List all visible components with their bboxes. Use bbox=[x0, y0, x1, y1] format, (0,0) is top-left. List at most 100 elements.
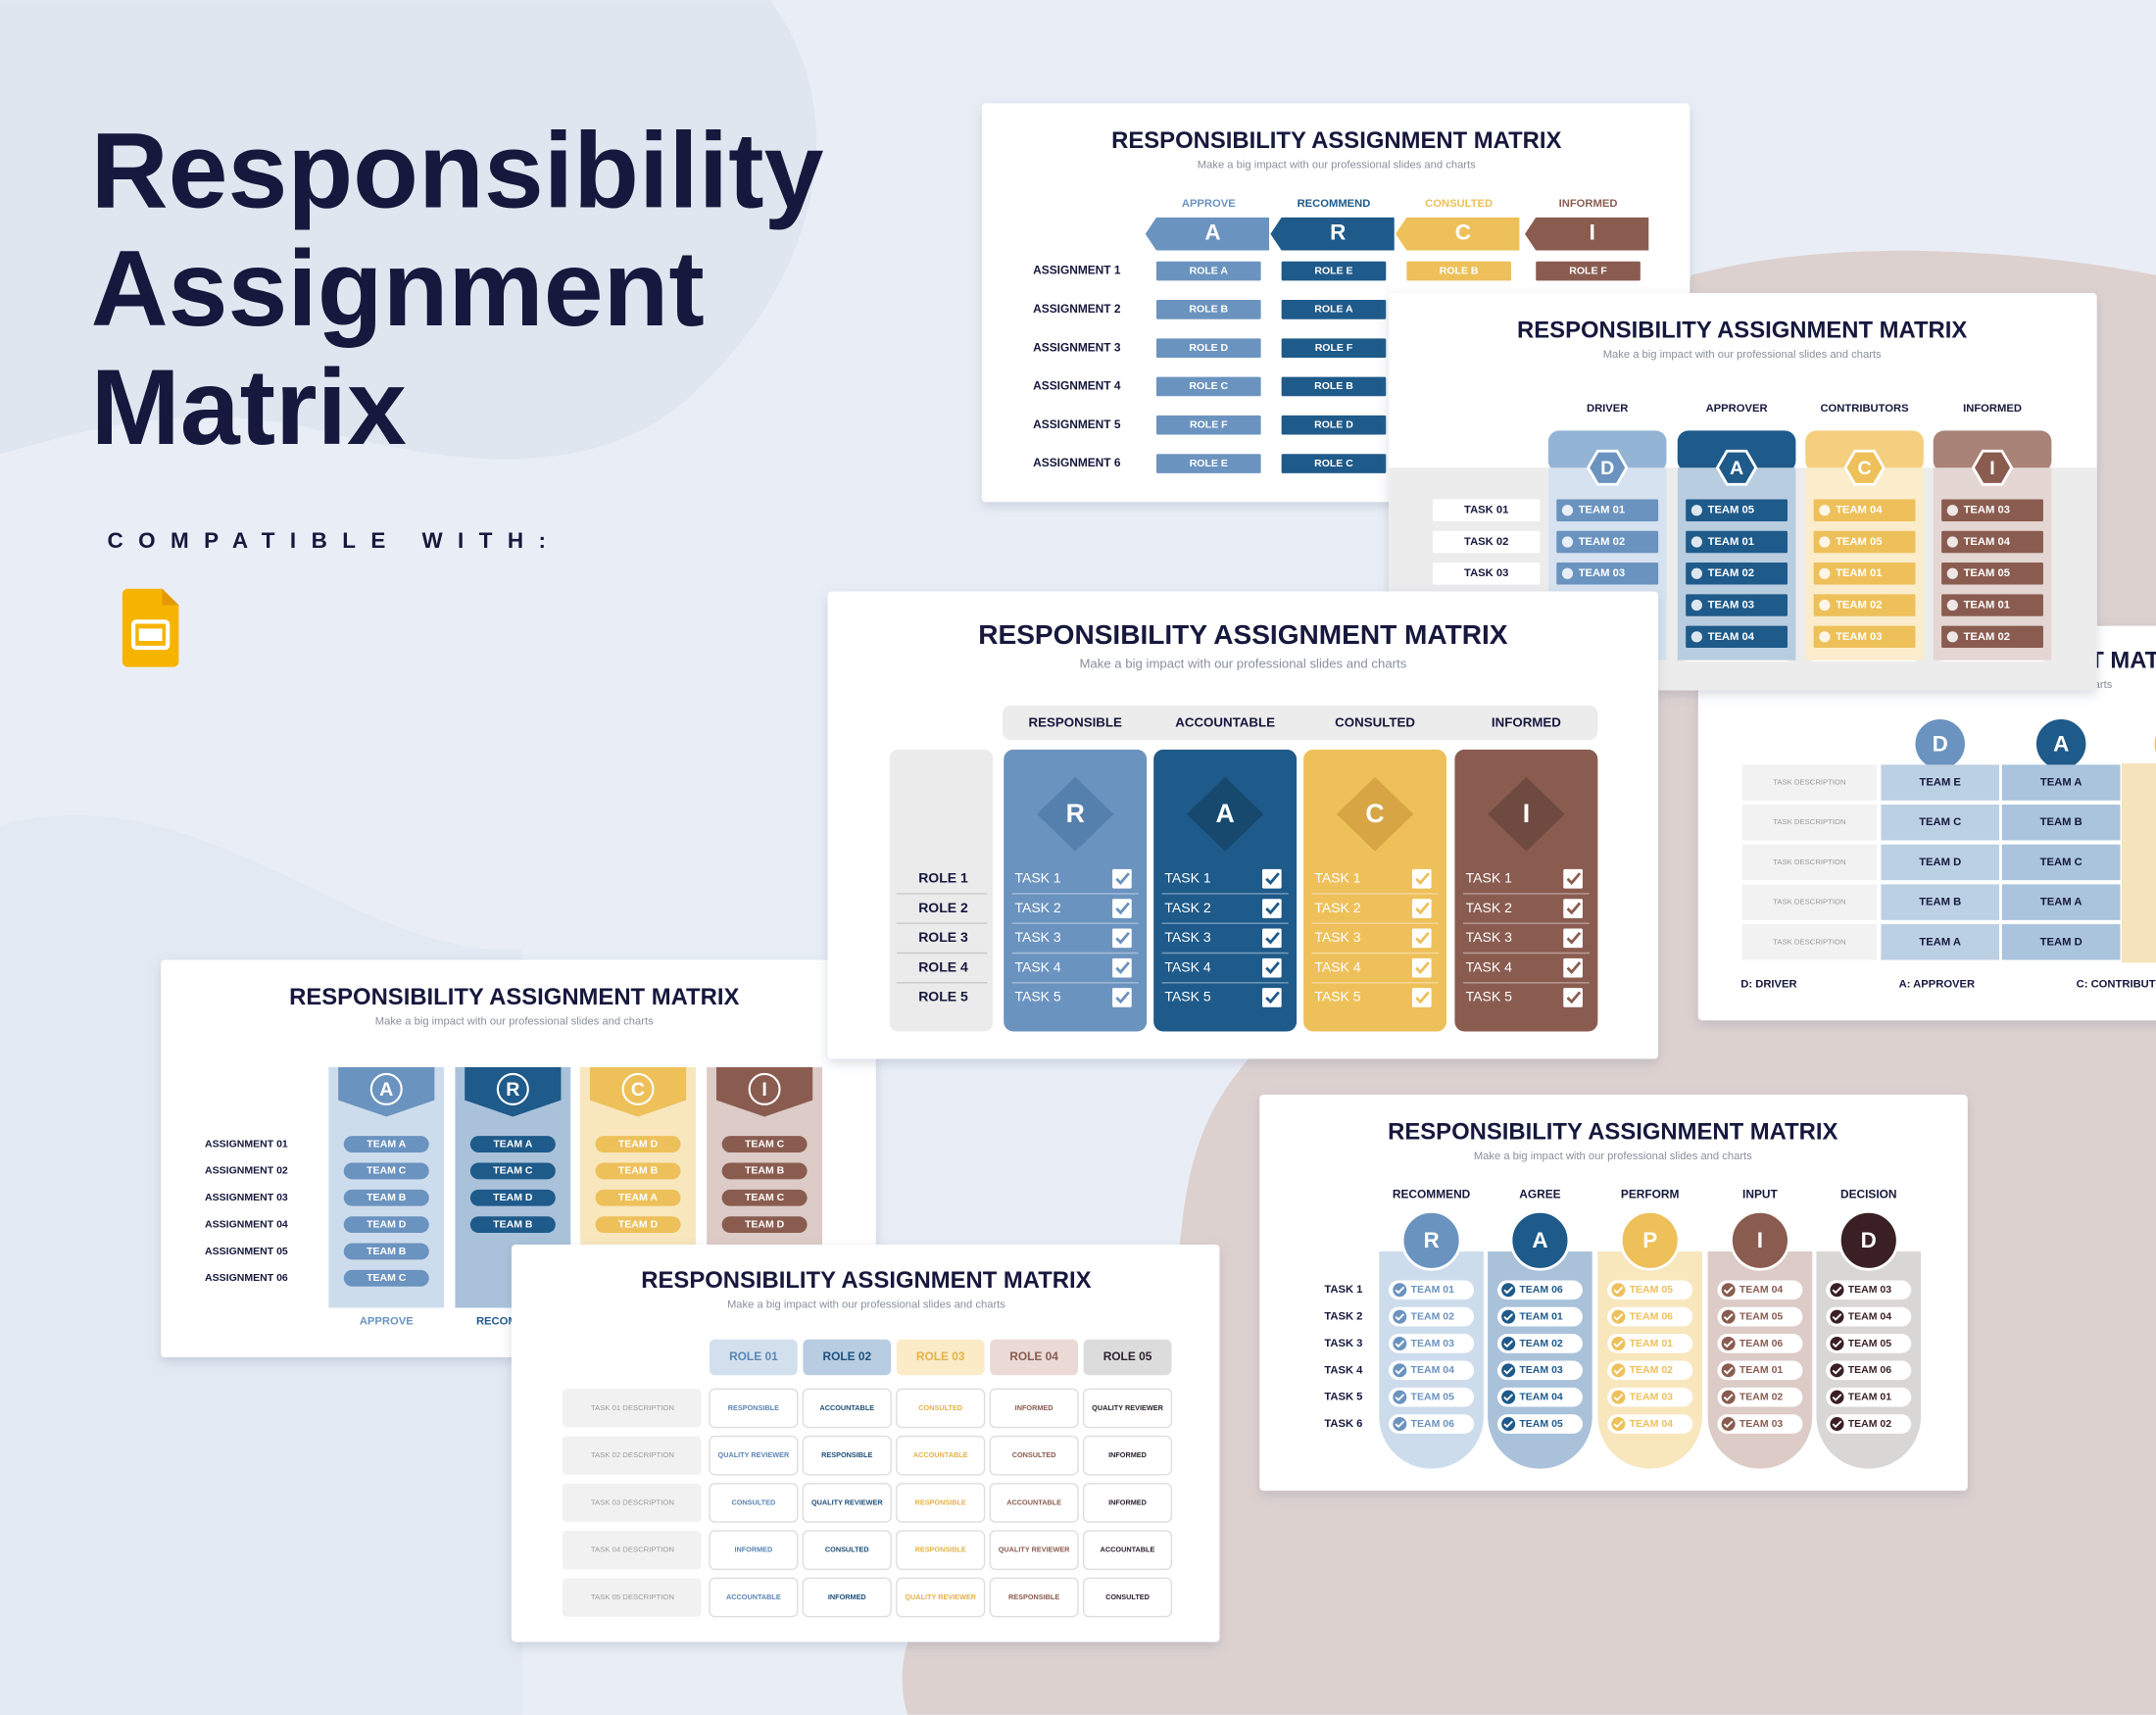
cell bbox=[2001, 924, 2121, 960]
check-dot bbox=[1393, 1309, 1407, 1324]
checkbox bbox=[1563, 928, 1583, 949]
checkbox bbox=[1112, 868, 1132, 889]
task-label: TASK 4 bbox=[1466, 958, 1512, 974]
cell bbox=[1813, 499, 1916, 521]
label: ROLE C bbox=[1314, 458, 1353, 469]
label: ROLE D bbox=[1314, 419, 1353, 431]
label: RESPONSIBLE bbox=[728, 1403, 779, 1412]
column-letter: P bbox=[1642, 1228, 1657, 1252]
column-letter: D bbox=[1861, 1228, 1877, 1252]
hero-title: Responsibility bbox=[91, 111, 824, 230]
cell bbox=[1607, 1334, 1693, 1353]
column-label: INPUT bbox=[1742, 1188, 1778, 1201]
cell bbox=[1406, 261, 1511, 281]
label: TEAM C bbox=[367, 1272, 407, 1284]
cell bbox=[1826, 1387, 1912, 1407]
row-label: ASSIGNMENT 01 bbox=[205, 1138, 288, 1150]
cell bbox=[896, 1435, 986, 1476]
label: TEAM B bbox=[493, 1218, 533, 1230]
cell bbox=[343, 1189, 429, 1206]
check bbox=[1566, 872, 1582, 886]
label: TEAM 05 bbox=[1836, 536, 1882, 548]
role-label: ROLE 02 bbox=[822, 1349, 871, 1363]
label: QUALITY REVIEWER bbox=[718, 1450, 790, 1459]
row-label: TASK DESCRIPTION bbox=[1773, 858, 1845, 866]
checkbox bbox=[1563, 899, 1583, 918]
row-label: TASK 02 bbox=[1464, 536, 1508, 548]
column-label: RECOMMEND bbox=[1393, 1188, 1471, 1201]
column-letter: A bbox=[1532, 1228, 1547, 1252]
cell bbox=[595, 1216, 681, 1234]
task-label: TASK 01 DESCRIPTION bbox=[591, 1403, 674, 1412]
label: TEAM D bbox=[1919, 857, 1961, 868]
label: TEAM 02 bbox=[1630, 1364, 1674, 1376]
cell bbox=[989, 1577, 1079, 1618]
cell bbox=[2001, 884, 2121, 920]
cell bbox=[343, 1269, 429, 1287]
checkbox bbox=[1411, 957, 1432, 978]
label: TEAM D bbox=[2040, 936, 2082, 948]
check-dot bbox=[1830, 1283, 1844, 1298]
cell bbox=[1717, 1334, 1803, 1353]
checkbox bbox=[1262, 957, 1282, 978]
check bbox=[1566, 961, 1582, 974]
slide-subtitle: Make a big impact with our professional … bbox=[727, 1299, 1005, 1311]
label: TEAM 05 bbox=[1630, 1284, 1674, 1296]
check bbox=[1395, 1394, 1405, 1401]
row-label: ASSIGNMENT 2 bbox=[1033, 302, 1121, 316]
column-letter: I bbox=[1590, 220, 1595, 245]
cell bbox=[1281, 338, 1387, 358]
cell bbox=[469, 1189, 556, 1206]
label: TEAM 01 bbox=[1836, 567, 1882, 579]
label: TEAM A bbox=[493, 1138, 532, 1150]
role-header bbox=[990, 1339, 1078, 1376]
cell bbox=[1496, 1280, 1583, 1300]
label: TEAM 02 bbox=[1519, 1338, 1563, 1349]
column-banner bbox=[715, 1066, 813, 1117]
label: TEAM B bbox=[1919, 897, 1961, 908]
column-banner bbox=[1524, 217, 1649, 251]
check-dot bbox=[1501, 1309, 1516, 1324]
column-label: APPROVE bbox=[1182, 198, 1236, 210]
label: ACCOUNTABLE bbox=[726, 1592, 781, 1601]
label: TEAM 02 bbox=[1411, 1310, 1455, 1322]
row-label: TASK 5 bbox=[1324, 1392, 1362, 1403]
label: TEAM C bbox=[2040, 857, 2082, 868]
label: ACCOUNTABLE bbox=[819, 1403, 874, 1412]
label: TEAM 06 bbox=[1411, 1418, 1455, 1430]
check-dot bbox=[1393, 1417, 1407, 1432]
row-label: TASK 1 bbox=[1324, 1284, 1362, 1296]
label: ROLE B bbox=[1440, 265, 1479, 276]
label: TEAM 02 bbox=[1579, 536, 1625, 548]
cell bbox=[1155, 454, 1261, 473]
column-diamond bbox=[1336, 776, 1414, 852]
label: TEAM 01 bbox=[1630, 1338, 1674, 1349]
column-letter: A bbox=[2053, 732, 2069, 757]
column bbox=[1153, 749, 1298, 1032]
check-dot bbox=[1721, 1283, 1736, 1298]
role-header bbox=[1083, 1339, 1172, 1376]
check bbox=[1503, 1394, 1514, 1401]
label: ROLE F bbox=[1569, 265, 1607, 276]
label: TEAM 01 bbox=[1579, 505, 1625, 516]
check bbox=[1613, 1420, 1624, 1429]
label: ROLE B bbox=[1189, 304, 1228, 316]
cell bbox=[1826, 1414, 1912, 1434]
check bbox=[1503, 1286, 1514, 1295]
task-label: TASK 02 DESCRIPTION bbox=[591, 1450, 674, 1459]
column-badge bbox=[1838, 1209, 1899, 1271]
column-banner bbox=[1145, 217, 1270, 251]
dot bbox=[1946, 505, 1958, 516]
hero-title: Assignment bbox=[91, 229, 705, 349]
cell bbox=[1717, 1280, 1803, 1300]
row-label: ASSIGNMENT 1 bbox=[1033, 264, 1121, 277]
cell bbox=[1432, 530, 1541, 554]
label: QUALITY REVIEWER bbox=[811, 1497, 883, 1506]
role-label: ROLE 03 bbox=[916, 1349, 965, 1363]
cell bbox=[1741, 804, 1878, 841]
check-dot bbox=[1501, 1363, 1516, 1378]
cell bbox=[1082, 1530, 1173, 1571]
cell bbox=[1717, 1360, 1803, 1381]
label: RESPONSIBLE bbox=[915, 1497, 966, 1506]
hero-title: Matrix bbox=[91, 348, 407, 467]
